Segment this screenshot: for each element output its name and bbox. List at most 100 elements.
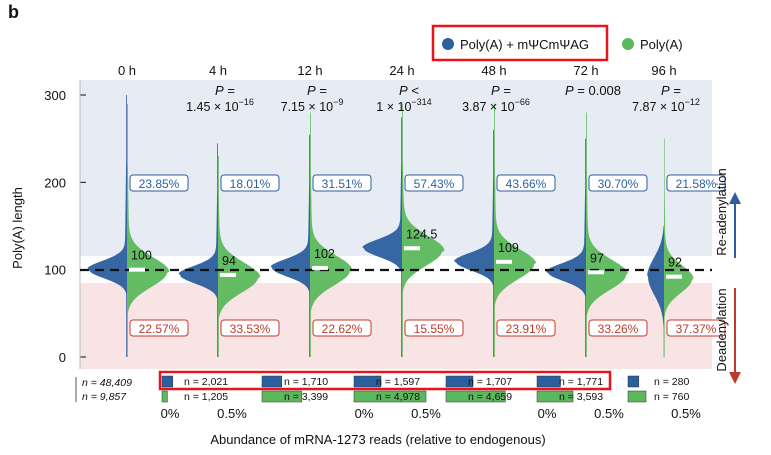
abundance-n-label: n = 3,593 (559, 391, 603, 403)
pct-below-box (666, 319, 726, 337)
category-label: 48 h (481, 63, 506, 78)
y-axis-title: Poly(A) length (10, 187, 25, 269)
p-value-line1: P = (661, 83, 681, 98)
abundance-tick-right: 0.5% (411, 406, 441, 421)
pct-below-box-label: 33.53% (230, 322, 271, 336)
abundance-n-label: n = 1,710 (284, 376, 328, 388)
legend-highlight-box (431, 24, 609, 62)
pct-below-box-label: 15.55% (414, 322, 455, 336)
category-label: 0 h (118, 63, 136, 78)
abundance-bar (445, 375, 474, 388)
pct-below-box (220, 319, 280, 337)
pct-below-box (496, 319, 556, 337)
median-label: 94 (222, 254, 236, 268)
p-value-line2: 1.45 × 10−16 (186, 97, 254, 114)
abundance-bar (627, 375, 640, 388)
violin-unmodified (402, 103, 445, 357)
category-label: 24 h (389, 63, 414, 78)
pct-above-box (129, 174, 189, 192)
pct-above-box (312, 174, 372, 192)
abundance-bar (353, 390, 427, 403)
p-value-line2: 7.87 × 10−12 (632, 97, 700, 114)
abundance-n-label: n = 4,978 (376, 391, 420, 403)
median-label: 100 (131, 249, 152, 263)
p-value-line1: P = (307, 83, 327, 98)
legend-unmodified-swatch (622, 38, 634, 50)
pct-above-box-label: 18.01% (230, 177, 271, 191)
median-label: 124.5 (406, 227, 437, 241)
abundance-n-label: n = 1,597 (376, 376, 420, 388)
pct-below-box-label: 22.62% (322, 322, 363, 336)
category-label: 72 h (573, 63, 598, 78)
pct-above-box (220, 174, 280, 192)
abundance-bar (536, 375, 561, 388)
abundance-highlight-box (158, 370, 612, 391)
abundance-bar (353, 375, 382, 388)
abundance-bar (261, 390, 302, 403)
median-bar (496, 259, 512, 264)
median-bar (312, 265, 328, 270)
pct-below-box-label: 23.91% (506, 322, 547, 336)
median-bar (404, 246, 420, 251)
violin-modified (647, 226, 664, 357)
p-value-line2: 7.15 × 10−9 (281, 97, 344, 114)
pct-above-box-label: 57.43% (414, 177, 455, 191)
pct-below-box (312, 319, 372, 337)
pct-below-box (129, 319, 189, 337)
abundance-bar (161, 375, 174, 388)
abundance-tick-left: 0% (355, 406, 374, 421)
abundance-bar (161, 390, 168, 403)
abundance-n-label: n = 280 (654, 376, 689, 388)
abundance-n-label: n = 1,205 (184, 391, 228, 403)
pct-below-box (588, 319, 648, 337)
p-value-line1: P = (215, 83, 235, 98)
pct-above-box (404, 174, 464, 192)
abundance-x-title: Abundance of mRNA-1273 reads (relative t… (210, 432, 545, 447)
violin-modified (362, 116, 402, 357)
p-value-line1: P < (399, 83, 419, 98)
abundance-n-label: n = 4,659 (468, 391, 512, 403)
median-label: 97 (590, 251, 604, 265)
abundance-n-label: n = 1,771 (559, 376, 603, 388)
abundance-bar (536, 390, 574, 403)
legend-modified-label: Poly(A) + mΨCmΨAG (460, 37, 589, 52)
p-value-line2: 3.87 × 10−66 (462, 97, 530, 114)
endogenous-n-modified: n = 48,409 (82, 377, 132, 389)
abundance-tick-right: 0.5% (217, 406, 247, 421)
abundance-bar (445, 390, 506, 403)
pct-below-box-label: 37.37% (676, 322, 717, 336)
pct-above-box-label: 43.66% (506, 177, 547, 191)
median-label: 109 (498, 241, 519, 255)
endogenous-n-unmodified: n = 9,857 (82, 391, 127, 403)
y-tick-label: 200 (44, 175, 66, 190)
p-value-line1: P = 0.008 (565, 83, 621, 98)
y-tick-label: 100 (44, 263, 66, 278)
median-bar (588, 270, 604, 275)
pct-below-box (404, 319, 464, 337)
abundance-tick-left: 0% (538, 406, 557, 421)
readenylation-label: Re-adenylation (714, 168, 729, 255)
pct-above-box-label: 23.85% (139, 177, 180, 191)
pct-above-box-label: 31.51% (322, 177, 363, 191)
violin-unmodified (218, 156, 261, 357)
pct-above-box (588, 174, 648, 192)
abundance-bar (261, 375, 283, 388)
readenylation-band (80, 80, 712, 256)
abundance-n-label: n = 1,707 (468, 376, 512, 388)
category-label: 12 h (297, 63, 322, 78)
deadenylation-label: Deadenylation (714, 288, 729, 371)
abundance-tick-left: 0% (161, 406, 180, 421)
pct-above-box (496, 174, 556, 192)
abundance-n-label: n = 760 (654, 391, 689, 403)
abundance-n-label: n = 2,021 (184, 376, 228, 388)
legend-modified-swatch (442, 38, 454, 50)
abundance-bar (627, 390, 647, 403)
median-bar (220, 272, 236, 277)
panel-label: b (8, 2, 19, 22)
pct-below-box-label: 33.26% (598, 322, 639, 336)
category-label: 96 h (651, 63, 676, 78)
pct-below-box-label: 22.57% (139, 322, 180, 336)
pct-above-box-label: 21.58% (676, 177, 717, 191)
abundance-n-label: n = 3,399 (284, 391, 328, 403)
